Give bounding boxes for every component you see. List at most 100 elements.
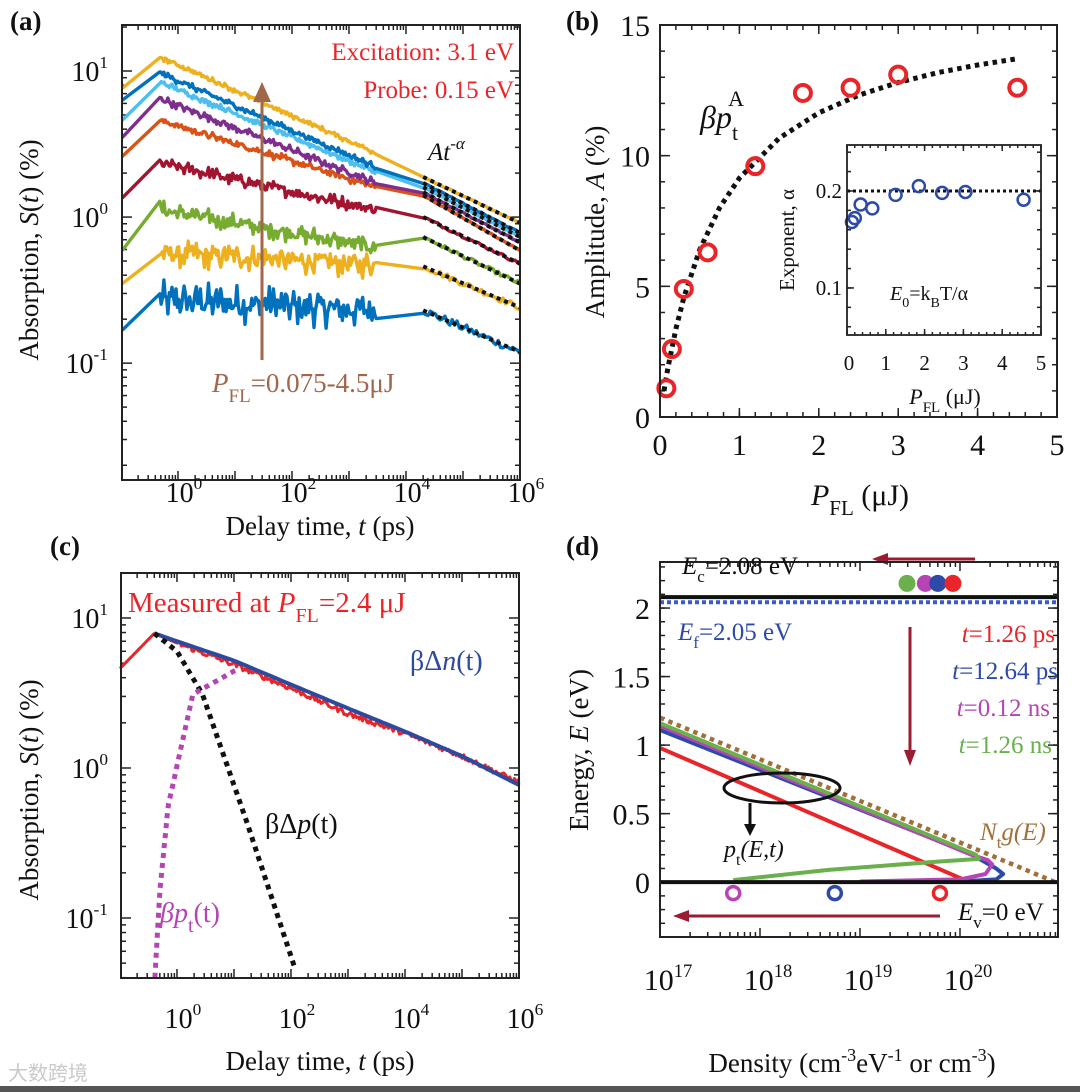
tick-label-base: 10 [844, 964, 874, 997]
y-tick-label: 0.5 [613, 799, 651, 832]
arrow-head-icon [253, 82, 271, 102]
inset-ylabel: Exponent, α [775, 189, 799, 291]
dp-fit-line [152, 631, 298, 971]
tick-label-exponent: 4 [421, 1000, 430, 1019]
ef-label: Ef=2.05 eV [677, 619, 792, 652]
tick-label: 104 [393, 1000, 430, 1035]
tick-label-exponent: 6 [535, 1000, 544, 1019]
dp-label: βΔp(t) [265, 809, 338, 840]
inset-y-tick-label: 0.2 [816, 179, 842, 203]
electron-marker [916, 574, 934, 592]
y-tick-label: 0 [635, 402, 650, 435]
amplitude-point [661, 339, 682, 360]
tick-label-exponent: 0 [194, 474, 203, 493]
panel-d-ylabel: Energy, E (eV) [564, 669, 594, 831]
hole-marker [724, 884, 742, 902]
x-tick-label: 4 [970, 429, 985, 462]
time-legend: t=1.26 ps t=12.64 ps t=0.12 ns t=1.26 ns [952, 621, 1058, 759]
inset-formula: E0=kBT/α [889, 283, 969, 311]
tick-label-exponent: 1 [99, 600, 108, 619]
y-tick-label: 15 [620, 10, 650, 43]
inset-x-tick-label: 3 [958, 351, 969, 375]
tick-label: 102 [279, 1000, 316, 1035]
x-tick-label: 3 [891, 429, 906, 462]
exponent-point [934, 185, 950, 201]
tick-label-base: 10 [644, 964, 674, 997]
amplitude-point [888, 64, 909, 85]
tick-label: 1019 [844, 961, 893, 997]
tick-label: 102 [280, 474, 317, 509]
tick-label-exponent: -1 [94, 345, 108, 364]
tick-label-base: 10 [66, 349, 94, 380]
trapped-hole-distribution-line [659, 721, 981, 883]
pt-fit-line [152, 666, 240, 978]
time-legend-item: t=0.12 ns [957, 695, 1050, 722]
exponent-point [865, 201, 880, 216]
y-tick-label: 10 [620, 141, 650, 174]
ec-label: Ec=2.08 eV [681, 553, 798, 586]
panel-a-xlabel: Delay time, t (ps) [226, 511, 415, 541]
exponent-point [847, 210, 863, 226]
exponent-point [1016, 192, 1031, 207]
tick-label: 100 [71, 750, 108, 785]
panel-b-ylabel: Amplitude, A (%) [580, 126, 610, 319]
tick-label-base: 10 [71, 604, 99, 635]
fit-label-beta-pt: βptA [699, 86, 744, 145]
x-tick-label: 1 [732, 429, 747, 462]
time-legend-item: t=12.64 ps [952, 658, 1058, 685]
highlight-ellipse [722, 771, 842, 805]
tick-label-exponent: 18 [774, 961, 793, 982]
hole-marker [931, 884, 949, 902]
watermark: 大数跨境 [8, 1061, 88, 1085]
amplitude-point [840, 77, 861, 98]
power-law-fit-line [422, 193, 521, 253]
tick-label-exponent: 0 [193, 1000, 202, 1019]
tick-label-exponent: -1 [94, 900, 108, 919]
electron-marker [929, 574, 947, 592]
x-tick-label: 5 [1050, 429, 1065, 462]
time-legend-item: t=1.26 ps [962, 621, 1055, 648]
ntg-label: Ntg(E) [979, 819, 1046, 852]
panel-c-xlabel: Delay time, t (ps) [226, 1046, 415, 1076]
power-law-fit-line [422, 215, 521, 266]
excitation-label: Excitation: 3.1 eV [331, 39, 514, 66]
tick-label: 10-1 [66, 900, 108, 935]
amplitude-point [1007, 77, 1028, 98]
inset-x-tick-label: 5 [1036, 351, 1047, 375]
dn-fit-line [153, 631, 520, 787]
tick-label-exponent: 0 [99, 199, 108, 218]
tick-label: 100 [165, 1000, 202, 1035]
panel-a-label: (a) [10, 6, 41, 36]
tick-label-base: 10 [165, 1004, 193, 1035]
panel-d-frame [659, 561, 1059, 938]
x-tick-label: 0 [653, 429, 668, 462]
tick-label-base: 10 [166, 478, 194, 509]
pfl-range-label: PFL=0.075-4.5μJ [211, 368, 394, 407]
tick-label-base: 10 [744, 964, 774, 997]
tick-label-exponent: 19 [874, 961, 893, 982]
bottom-bar [0, 1086, 1080, 1092]
dn-label: βΔn(t) [410, 646, 483, 677]
tick-label-base: 10 [394, 478, 422, 509]
tick-label-exponent: 20 [974, 961, 993, 982]
inset-x-tick-label: 1 [881, 351, 892, 375]
fit-label: At-α [426, 134, 466, 166]
panel-a-frame [121, 24, 521, 481]
exponent-point [888, 187, 903, 203]
pt-energy-label: pt(E,t) [722, 837, 784, 869]
panel-c-ylabel: Absorption, S(t) (%) [14, 679, 44, 900]
power-law-fit-line [422, 175, 521, 225]
time-legend-item: t=1.26 ns [959, 732, 1052, 759]
tick-label-base: 10 [944, 964, 974, 997]
tick-label-exponent: 4 [422, 474, 431, 493]
inset-y-tick-label: 0.1 [816, 276, 842, 300]
panel-d-label: (d) [566, 531, 599, 561]
power-law-fit-line [422, 308, 521, 354]
y-tick-label: 2 [635, 593, 650, 626]
y-tick-label: 1.5 [613, 662, 651, 695]
exponent-point [911, 178, 927, 194]
tick-label: 1018 [744, 961, 793, 997]
ev-label: Ev=0 eV [957, 899, 1044, 932]
inset-background [847, 145, 1041, 335]
